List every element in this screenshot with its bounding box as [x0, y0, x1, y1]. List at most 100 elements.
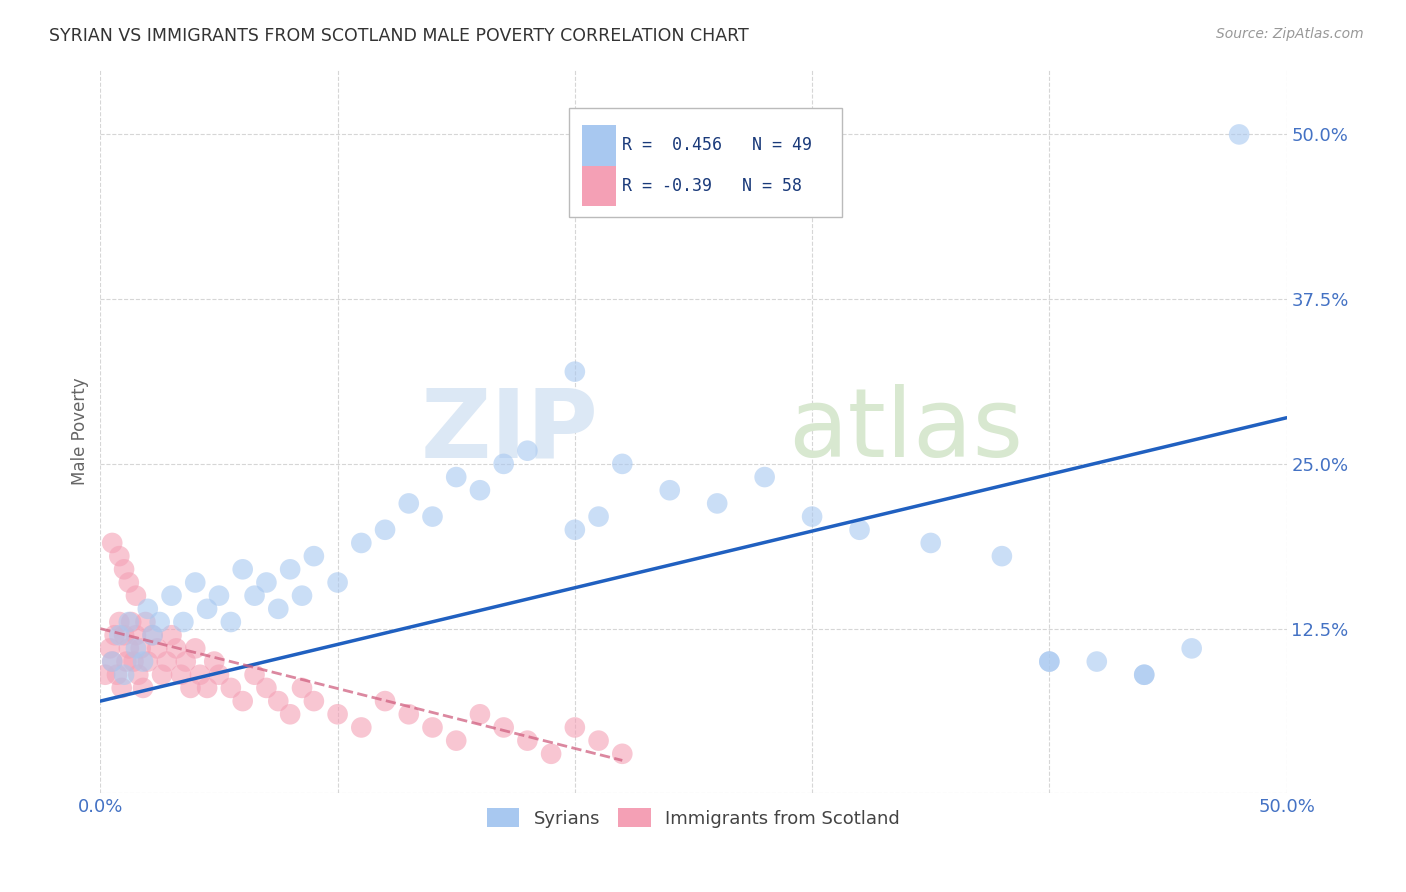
Text: Source: ZipAtlas.com: Source: ZipAtlas.com — [1216, 27, 1364, 41]
FancyBboxPatch shape — [582, 125, 616, 166]
Point — [125, 589, 148, 603]
Point — [112, 562, 135, 576]
Point — [219, 681, 242, 695]
Point — [149, 615, 172, 629]
Point — [160, 628, 183, 642]
Text: ZIP: ZIP — [420, 384, 599, 477]
Point — [208, 667, 231, 681]
Point — [127, 667, 149, 681]
Point — [202, 655, 225, 669]
Point — [267, 694, 290, 708]
Point — [136, 602, 159, 616]
Point — [184, 641, 207, 656]
Point — [111, 681, 134, 695]
Point — [444, 470, 467, 484]
Point — [103, 628, 125, 642]
FancyBboxPatch shape — [582, 166, 616, 206]
Point — [165, 641, 187, 656]
Point — [141, 628, 163, 642]
Point — [422, 721, 444, 735]
Point — [105, 667, 128, 681]
Point — [98, 641, 121, 656]
Point — [374, 694, 396, 708]
Point — [254, 575, 277, 590]
Point — [291, 681, 314, 695]
Point — [118, 575, 141, 590]
Point — [1227, 128, 1250, 142]
Point — [588, 509, 610, 524]
Point — [146, 641, 169, 656]
Point — [564, 721, 586, 735]
Point — [920, 536, 942, 550]
Point — [170, 667, 193, 681]
Point — [243, 589, 266, 603]
Point — [141, 628, 163, 642]
Point — [184, 575, 207, 590]
Text: R =  0.456   N = 49: R = 0.456 N = 49 — [623, 136, 813, 153]
Point — [232, 694, 254, 708]
Point — [1133, 667, 1156, 681]
Point — [706, 496, 728, 510]
Point — [422, 509, 444, 524]
Point — [243, 667, 266, 681]
Point — [122, 655, 145, 669]
Point — [208, 589, 231, 603]
Point — [278, 707, 301, 722]
Point — [374, 523, 396, 537]
Point — [156, 655, 179, 669]
Point — [112, 667, 135, 681]
Point — [172, 615, 194, 629]
Point — [108, 628, 131, 642]
Point — [278, 562, 301, 576]
Point — [612, 747, 634, 761]
Point — [195, 681, 218, 695]
Point — [302, 694, 325, 708]
Point — [350, 721, 373, 735]
Point — [94, 667, 117, 681]
Point — [160, 589, 183, 603]
Point — [101, 655, 124, 669]
Point — [219, 615, 242, 629]
Point — [540, 747, 562, 761]
Point — [134, 615, 156, 629]
Point — [118, 641, 141, 656]
Point — [516, 733, 538, 747]
Point — [179, 681, 201, 695]
Legend: Syrians, Immigrants from Scotland: Syrians, Immigrants from Scotland — [479, 801, 907, 835]
Point — [232, 562, 254, 576]
Text: atlas: atlas — [789, 384, 1024, 477]
Point — [801, 509, 824, 524]
Point — [150, 667, 173, 681]
Point — [326, 707, 349, 722]
Point — [125, 628, 148, 642]
FancyBboxPatch shape — [569, 109, 842, 217]
Point — [991, 549, 1014, 563]
Point — [1085, 655, 1108, 669]
Point — [1133, 667, 1156, 681]
Point — [658, 483, 681, 498]
Point — [254, 681, 277, 695]
Point — [350, 536, 373, 550]
Point — [588, 733, 610, 747]
Point — [115, 655, 138, 669]
Point — [118, 615, 141, 629]
Point — [444, 733, 467, 747]
Point — [108, 549, 131, 563]
Point — [1038, 655, 1060, 669]
Text: R = -0.39   N = 58: R = -0.39 N = 58 — [623, 177, 803, 195]
Point — [125, 641, 148, 656]
Point — [492, 721, 515, 735]
Point — [754, 470, 776, 484]
Point — [101, 536, 124, 550]
Point — [188, 667, 211, 681]
Point — [129, 641, 152, 656]
Point — [468, 483, 491, 498]
Point — [1181, 641, 1204, 656]
Point — [516, 443, 538, 458]
Point — [101, 655, 124, 669]
Point — [132, 681, 155, 695]
Point — [848, 523, 870, 537]
Point — [1038, 655, 1060, 669]
Point — [564, 523, 586, 537]
Point — [108, 615, 131, 629]
